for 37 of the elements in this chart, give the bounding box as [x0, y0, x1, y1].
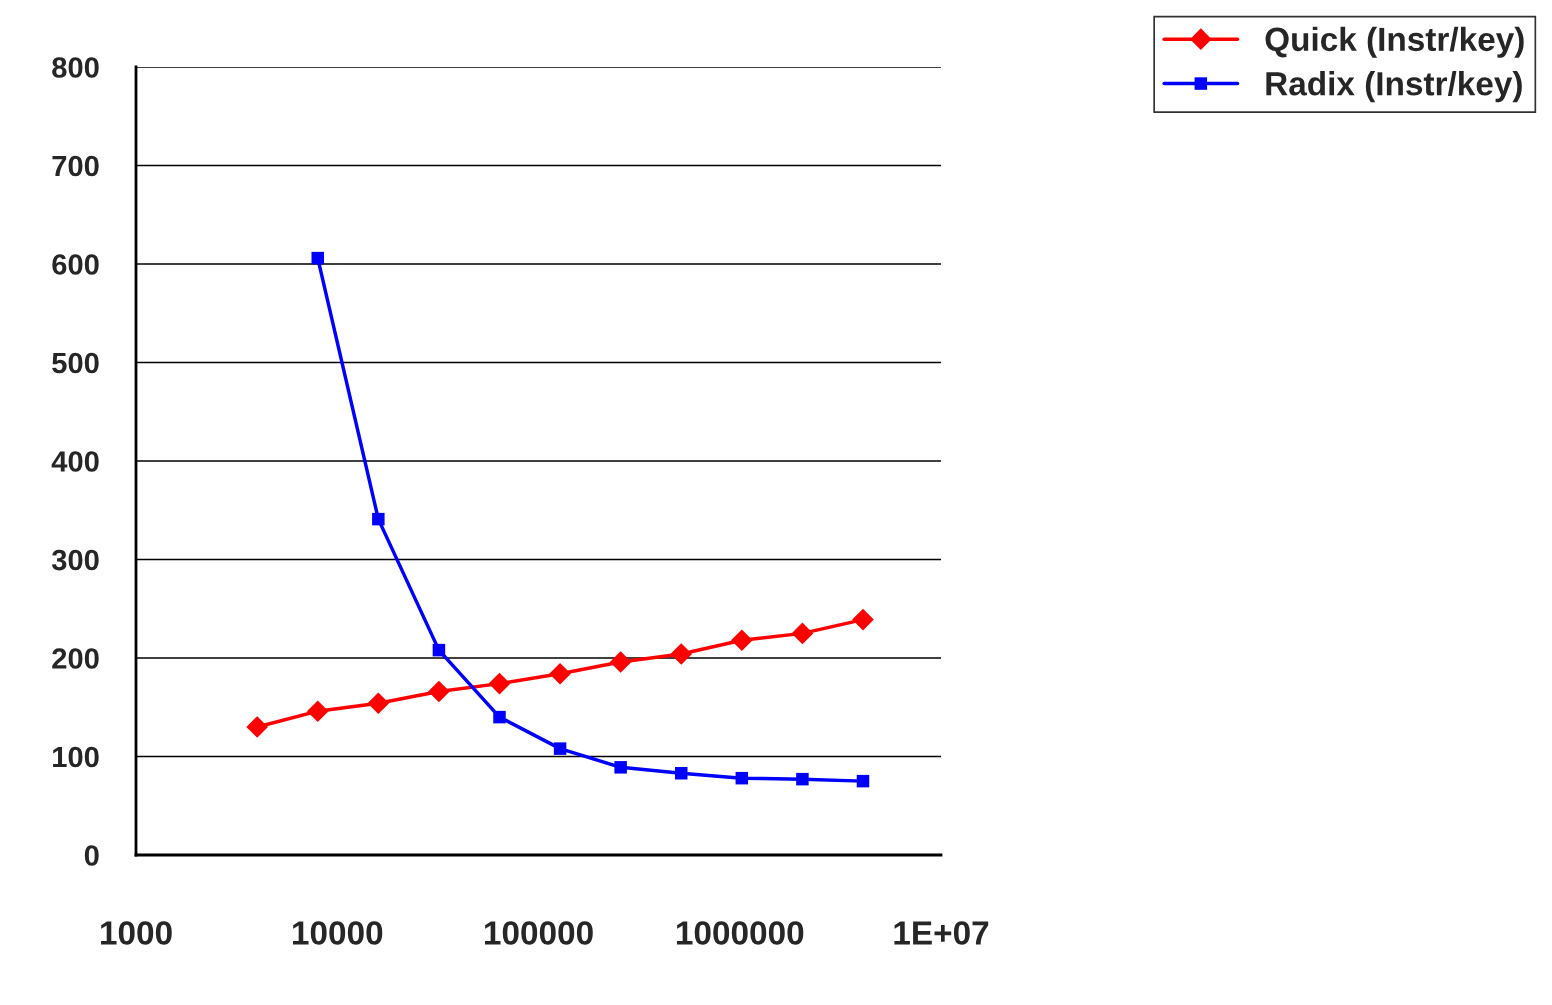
point	[306, 700, 329, 722]
x-tick-label: 1000	[101, 921, 172, 945]
point	[372, 512, 385, 526]
legend-label: Radix (Instr/key)	[1266, 71, 1522, 103]
y-tick-label: 300	[51, 549, 99, 571]
point	[549, 662, 571, 685]
x-tick-label: 1E+07	[894, 921, 989, 945]
point	[791, 622, 814, 645]
x-tick-label: 1000000	[676, 921, 804, 945]
y-tick-label: 400	[51, 451, 99, 472]
point	[367, 692, 390, 715]
legend-label: Quick (Instr/key)	[1265, 26, 1524, 58]
point	[311, 251, 324, 265]
point	[493, 710, 506, 724]
point	[674, 766, 688, 780]
y-tick-label: 200	[52, 648, 99, 669]
point	[614, 761, 627, 774]
point	[852, 608, 874, 631]
y-tick-label: 0	[84, 845, 99, 866]
point	[796, 772, 809, 786]
y-tick-label: 600	[52, 254, 99, 275]
y-tick-label: 500	[52, 352, 99, 374]
point	[432, 643, 446, 657]
point	[488, 672, 511, 695]
point	[553, 742, 567, 755]
point	[735, 771, 749, 785]
point	[246, 716, 268, 738]
y-tick-label: 100	[53, 746, 99, 768]
x-tick-label: 10000	[293, 921, 383, 945]
point	[670, 643, 693, 665]
point	[731, 629, 753, 652]
y-tick-label: 800	[52, 57, 99, 78]
point	[609, 651, 632, 673]
y-tick-label: 700	[52, 155, 99, 177]
point	[428, 680, 450, 703]
point	[856, 774, 870, 788]
x-tick-label: 100000	[484, 921, 593, 945]
